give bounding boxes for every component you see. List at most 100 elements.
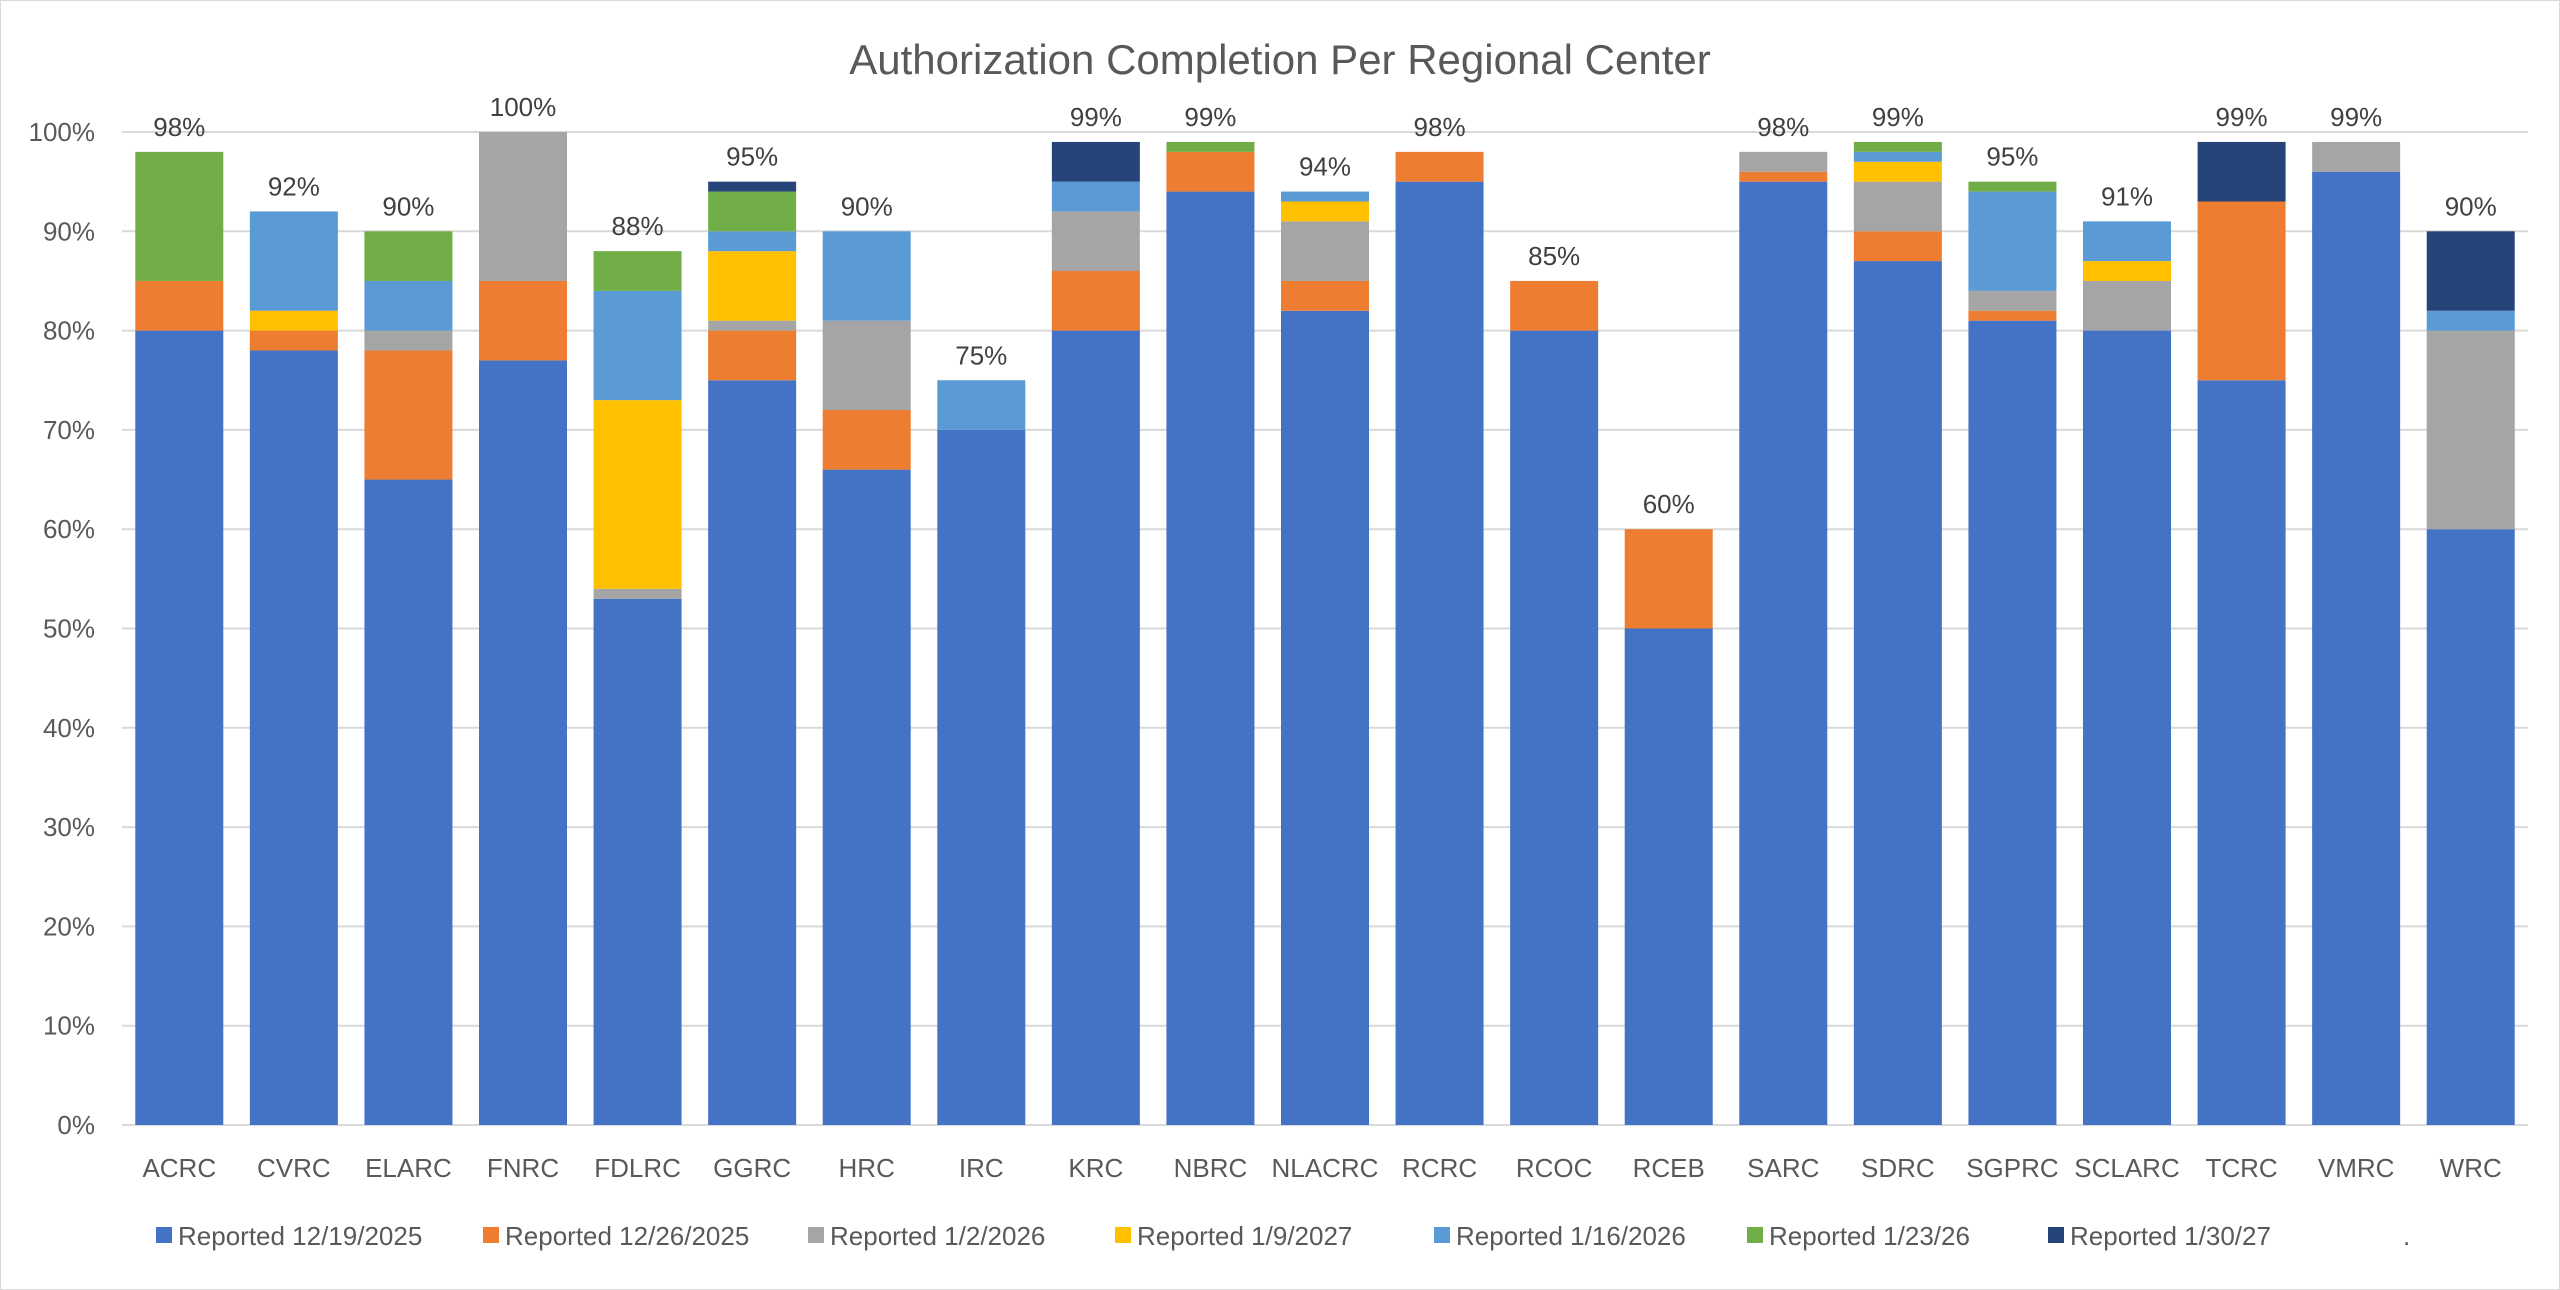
bar-segment-wrc-series-4 [2426, 310, 2515, 331]
data-label: 90% [382, 191, 434, 221]
bar-segment-ggrc-series-1 [708, 330, 797, 381]
data-label: 60% [1643, 489, 1695, 519]
legend-label: Reported 12/26/2025 [505, 1221, 749, 1251]
data-label: 98% [153, 112, 205, 142]
bar-segment-fnrc-series-2 [479, 132, 567, 281]
bar-segment-sgprc-series-2 [1968, 290, 2057, 311]
bar-segment-wrc-series-0 [2426, 529, 2515, 1125]
y-axis-ticks: 0% 10% 20% 30% 40% 50% 60% 70% 80% 90% 100% [29, 117, 96, 1140]
x-tick-label: CVRC [257, 1153, 331, 1183]
bar-segment-sgprc-series-5 [1968, 181, 2057, 192]
data-label: 88% [612, 211, 664, 241]
data-label: 95% [726, 142, 778, 172]
bar-segment-hrc-series-2 [822, 320, 911, 411]
y-tick-label: 80% [43, 316, 95, 346]
bar-segment-sgprc-series-0 [1968, 320, 2057, 1125]
bar-segment-acrc-series-1 [135, 280, 224, 331]
bar-segment-cvrc-series-0 [249, 350, 338, 1126]
legend-label: Reported 1/16/2026 [1456, 1221, 1686, 1251]
legend-label: Reported 1/2/2026 [830, 1221, 1045, 1251]
bar-segment-fdlrc-series-3 [593, 400, 682, 589]
legend-label: Reported 1/9/2027 [1137, 1221, 1352, 1251]
bar-segment-ggrc-series-0 [708, 380, 797, 1125]
bar-segment-sclarc-series-3 [2083, 261, 2171, 281]
bar-segment-sarc-series-2 [1739, 151, 1828, 172]
bar-segment-krc-series-0 [1051, 330, 1140, 1126]
data-label: 90% [2445, 191, 2497, 221]
data-label: 99% [1872, 102, 1924, 132]
bar-segment-ggrc-series-5 [708, 191, 797, 232]
bar-segment-krc-series-1 [1051, 271, 1140, 331]
bars [135, 132, 2515, 1126]
data-labels: 98% 92% 90% 100% 88% 95% 90% 75% 99% 99% 94% 98% 85%… [153, 92, 2496, 519]
bar-segment-krc-series-4 [1051, 181, 1140, 212]
bar-segment-sdrc-series-0 [1853, 261, 1942, 1126]
legend-swatch [483, 1227, 499, 1243]
bar-segment-elarc-series-5 [364, 231, 453, 281]
y-tick-label: 40% [43, 713, 95, 743]
bar-segment-elarc-series-1 [364, 350, 453, 480]
bar-segment-fnrc-series-1 [479, 280, 567, 361]
x-tick-label: IRC [959, 1153, 1004, 1183]
bar-segment-nbrc-series-0 [1166, 191, 1255, 1125]
bar-segment-sdrc-series-3 [1853, 161, 1942, 182]
data-label: 99% [2330, 102, 2382, 132]
bar-segment-fdlrc-series-0 [593, 598, 682, 1125]
bar-segment-elarc-series-0 [364, 479, 453, 1125]
bar-segment-rcoc-series-0 [1510, 330, 1599, 1126]
bar-segment-irc-series-4 [937, 380, 1026, 430]
y-tick-label: 100% [29, 117, 96, 147]
bar-segment-fdlrc-series-2 [593, 588, 682, 599]
x-tick-label: GGRC [713, 1153, 791, 1183]
bar-segment-sdrc-series-4 [1853, 151, 1942, 162]
y-tick-label: 10% [43, 1011, 95, 1041]
bar-segment-cvrc-series-1 [249, 330, 338, 351]
bar-segment-tcrc-series-1 [2197, 201, 2286, 381]
x-tick-label: RCEB [1633, 1153, 1705, 1183]
bar-segment-nlacrc-series-4 [1281, 191, 1369, 202]
bar-segment-sdrc-series-1 [1853, 231, 1942, 262]
bar-segment-hrc-series-4 [822, 231, 911, 321]
bar-segment-cvrc-series-4 [249, 211, 338, 311]
bar-segment-sdrc-series-5 [1853, 141, 1942, 152]
data-label: 90% [841, 191, 893, 221]
x-tick-label: NLACRC [1272, 1153, 1379, 1183]
bar-segment-wrc-series-2 [2426, 330, 2515, 530]
bar-segment-sgprc-series-4 [1968, 191, 2057, 291]
bar-segment-ggrc-series-2 [708, 320, 797, 331]
legend-swatch [1434, 1227, 1450, 1243]
y-tick-label: 90% [43, 216, 95, 246]
legend-swatch [156, 1227, 172, 1243]
bar-segment-nlacrc-series-0 [1281, 310, 1369, 1125]
x-tick-label: FDLRC [594, 1153, 681, 1183]
legend: Reported 12/19/2025 Reported 12/26/2025 Re… [156, 1221, 2410, 1251]
data-label: 94% [1299, 152, 1351, 182]
bar-segment-nbrc-series-1 [1166, 151, 1255, 192]
legend-label: Reported 12/19/2025 [178, 1221, 422, 1251]
data-label: 99% [1070, 102, 1122, 132]
x-tick-label: KRC [1068, 1153, 1123, 1183]
y-tick-label: 50% [43, 614, 95, 644]
data-label: 98% [1414, 112, 1466, 142]
x-tick-label: SCLARC [2074, 1153, 2179, 1183]
data-label: 98% [1757, 112, 1809, 142]
bar-segment-acrc-series-0 [135, 330, 224, 1126]
bar-segment-wrc-series-6 [2426, 231, 2515, 311]
bar-segment-hrc-series-1 [822, 410, 911, 470]
bar-segment-nlacrc-series-1 [1281, 280, 1369, 311]
y-tick-label: 20% [43, 911, 95, 941]
bar-segment-cvrc-series-3 [249, 310, 338, 331]
bar-segment-tcrc-series-0 [2197, 380, 2286, 1125]
data-label: 75% [955, 340, 1007, 370]
legend-swatch [1115, 1227, 1131, 1243]
x-axis-ticks: ACRC CVRC ELARC FNRC FDLRC GGRC HRC IRC KRC NBRC N… [142, 1153, 2501, 1183]
bar-segment-rceb-series-1 [1624, 529, 1713, 629]
legend-swatch [1747, 1227, 1763, 1243]
y-tick-label: 70% [43, 415, 95, 445]
legend-trailing-text: . [2403, 1221, 2410, 1251]
data-label: 99% [2216, 102, 2268, 132]
bar-segment-elarc-series-2 [364, 330, 453, 351]
bar-segment-sarc-series-1 [1739, 171, 1828, 182]
bar-segment-elarc-series-4 [364, 280, 453, 331]
legend-swatch [808, 1227, 824, 1243]
